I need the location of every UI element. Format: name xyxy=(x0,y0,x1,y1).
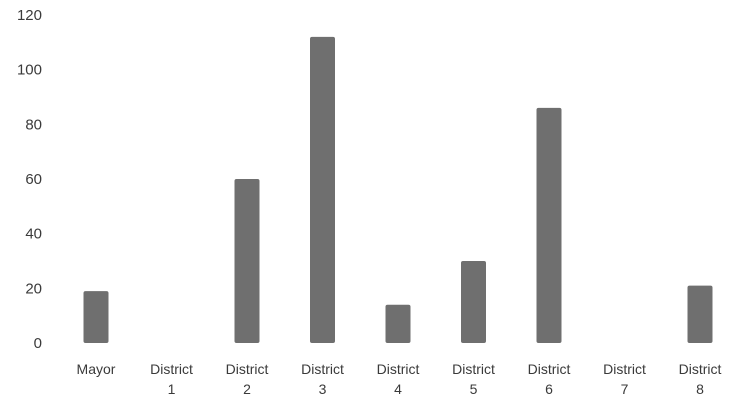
x-category-label-line: Mayor xyxy=(77,361,116,377)
x-category-label-line: District xyxy=(528,361,571,377)
x-category-label: District 1 xyxy=(150,361,193,397)
x-category-label-line: 7 xyxy=(621,381,629,397)
x-category-label: District 7 xyxy=(603,361,646,397)
y-tick-label: 80 xyxy=(25,116,42,133)
x-category-label: District 3 xyxy=(301,361,344,397)
x-category-label-line: District xyxy=(679,361,722,377)
x-category-label-line: 8 xyxy=(696,381,704,397)
y-tick-label: 100 xyxy=(17,62,42,79)
x-category-label-line: District xyxy=(301,361,344,377)
x-category-label-line: 1 xyxy=(168,381,176,397)
x-category-label-line: 5 xyxy=(470,381,478,397)
x-category-label: District 4 xyxy=(377,361,420,397)
bar xyxy=(83,291,109,343)
x-category-label-line: District xyxy=(603,361,646,377)
bar xyxy=(536,107,562,343)
x-category-label: District 2 xyxy=(226,361,269,397)
x-category-label-line: 6 xyxy=(545,381,553,397)
bar xyxy=(385,304,411,343)
y-tick-label: 40 xyxy=(25,226,42,243)
bars xyxy=(83,36,713,343)
x-category-label-line: District xyxy=(377,361,420,377)
x-category-label: District 6 xyxy=(528,361,571,397)
y-tick-label: 20 xyxy=(25,280,42,297)
y-tick-label: 120 xyxy=(17,7,42,24)
y-axis: 0 20 40 60 80 100 120 xyxy=(17,7,42,352)
bar xyxy=(234,179,260,343)
bar xyxy=(310,36,335,343)
x-category-label: Mayor xyxy=(77,361,116,377)
y-tick-label: 60 xyxy=(25,171,42,188)
bar xyxy=(687,285,713,343)
x-category-label: District 5 xyxy=(452,361,495,397)
x-category-label-line: 3 xyxy=(319,381,327,397)
x-category-label-line: District xyxy=(150,361,193,377)
x-category-label: District 8 xyxy=(679,361,722,397)
x-category-label-line: 2 xyxy=(243,381,251,397)
x-category-label-line: District xyxy=(226,361,269,377)
bar xyxy=(461,261,486,343)
x-category-label-line: 4 xyxy=(394,381,402,397)
y-tick-label: 0 xyxy=(34,335,42,352)
x-category-label-line: District xyxy=(452,361,495,377)
